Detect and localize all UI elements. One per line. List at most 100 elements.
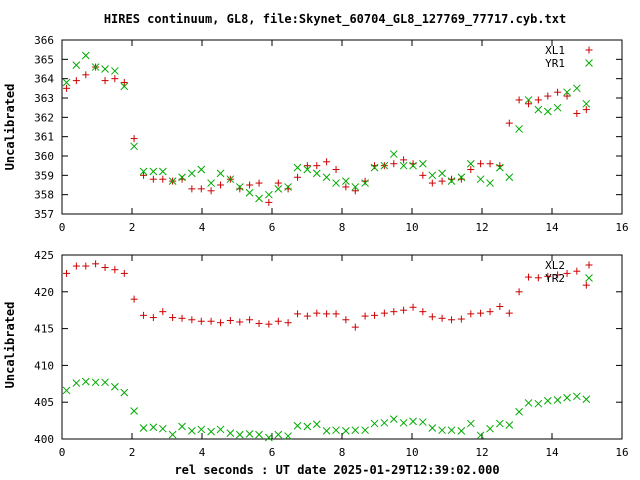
data-point-yr1	[130, 142, 138, 151]
data-point-yr1	[341, 177, 350, 185]
data-point-yr1	[524, 96, 533, 104]
data-point-xl2	[207, 317, 215, 325]
data-point-xl2	[226, 317, 234, 325]
data-point-xl2	[428, 313, 436, 321]
data-point-xl2	[303, 312, 311, 320]
top-panel: 0 2 4 6 8 10 12 14 16 357 358 359 360 361 362 363 364 365…	[34, 34, 629, 234]
y-tick-label: 362	[34, 111, 54, 124]
data-point-yr1	[563, 88, 571, 97]
data-point-yr1	[101, 65, 109, 73]
legend-label-xl1: XL1	[545, 44, 565, 57]
y-tick-label: 415	[34, 323, 54, 336]
data-point-xl1	[563, 92, 571, 100]
data-point-yr2	[130, 407, 138, 415]
data-point-yr2	[553, 396, 562, 404]
data-point-yr1	[312, 169, 321, 178]
y-tick-label: 364	[34, 73, 54, 86]
data-point-yr1	[139, 167, 148, 176]
data-point-xl2	[332, 310, 340, 318]
data-point-xl1	[515, 96, 523, 104]
data-point-xl1	[582, 106, 590, 114]
data-point-yr2	[515, 407, 523, 416]
data-point-yr1	[409, 161, 417, 170]
data-point-yr1	[120, 82, 129, 91]
data-point-yr2	[495, 419, 504, 428]
data-point-yr1	[284, 183, 292, 191]
chart-title: HIRES continuum, GL8, file:Skynet_60704_…	[104, 12, 566, 27]
data-point-yr1	[553, 103, 562, 112]
data-point-xl2	[351, 323, 359, 331]
data-point-xl1	[486, 160, 494, 168]
data-point-xl2	[438, 314, 446, 322]
data-point-xl2	[101, 264, 109, 272]
series-xl2	[63, 260, 590, 331]
data-point-xl2	[361, 312, 369, 320]
data-point-yr2	[418, 418, 427, 426]
series-yr2	[62, 377, 591, 442]
data-point-yr1	[62, 78, 71, 87]
data-point-yr1	[447, 177, 456, 185]
data-point-xl1	[72, 77, 80, 85]
x-tick-label: 0	[59, 446, 66, 459]
data-point-yr2	[312, 420, 321, 429]
data-point-xl1	[207, 187, 215, 195]
data-point-yr1	[226, 175, 235, 184]
y-tick-label: 366	[34, 34, 54, 47]
data-point-xl2	[467, 310, 475, 318]
data-point-yr2	[399, 418, 408, 427]
data-point-yr1	[110, 67, 119, 75]
data-point-yr2	[293, 421, 302, 430]
data-point-xl2	[217, 319, 225, 327]
data-point-yr1	[543, 107, 552, 116]
y-tick-label: 365	[34, 53, 54, 66]
data-point-yr2	[380, 418, 389, 427]
data-point-xl2	[313, 309, 321, 317]
data-point-xl2	[197, 317, 205, 325]
y-tick-label: 357	[34, 208, 54, 221]
data-point-xl1	[101, 77, 109, 85]
data-point-yr2	[81, 377, 90, 386]
data-point-yr2	[563, 393, 571, 402]
data-point-yr2	[428, 424, 437, 432]
x-tick-label: 2	[129, 221, 136, 234]
data-point-yr2	[216, 425, 225, 434]
data-point-xl1	[111, 75, 119, 83]
plot-frame	[61, 39, 623, 215]
data-point-yr2	[62, 386, 71, 395]
data-point-xl2	[419, 308, 427, 316]
data-point-yr2	[178, 422, 186, 431]
y-tick-label: 359	[34, 169, 54, 182]
x-tick-label: 6	[269, 446, 276, 459]
legend-label-yr2: YR2	[545, 272, 565, 285]
data-point-yr2	[303, 422, 312, 431]
data-point-yr2	[457, 427, 466, 435]
data-point-xl1	[419, 171, 427, 179]
data-point-yr1	[582, 99, 591, 108]
data-point-xl2	[255, 319, 263, 327]
data-point-xl2	[390, 308, 398, 316]
data-point-xl2	[496, 303, 504, 311]
data-point-yr1	[486, 179, 494, 187]
y-tick-label: 363	[34, 92, 54, 105]
data-point-yr2	[110, 382, 119, 391]
data-point-xl1	[544, 92, 552, 100]
data-point-xl2	[457, 315, 465, 323]
data-point-yr2	[534, 399, 543, 408]
data-point-yr1	[293, 163, 302, 172]
y-tick-label: 410	[34, 359, 54, 372]
data-point-xl1	[159, 175, 167, 183]
data-point-yr1	[572, 84, 581, 93]
data-point-xl2	[111, 266, 119, 274]
data-point-yr2	[139, 424, 148, 432]
data-point-xl2	[563, 269, 571, 277]
data-point-yr2	[226, 429, 235, 437]
data-point-xl1	[303, 162, 311, 170]
data-point-yr2	[332, 426, 340, 435]
y-tick-label: 358	[34, 189, 54, 202]
data-point-xl2	[169, 314, 177, 322]
series-yr1	[62, 51, 591, 203]
x-tick-label: 12	[475, 446, 488, 459]
legend-marker-xl1	[585, 46, 593, 54]
data-point-xl1	[188, 185, 196, 193]
